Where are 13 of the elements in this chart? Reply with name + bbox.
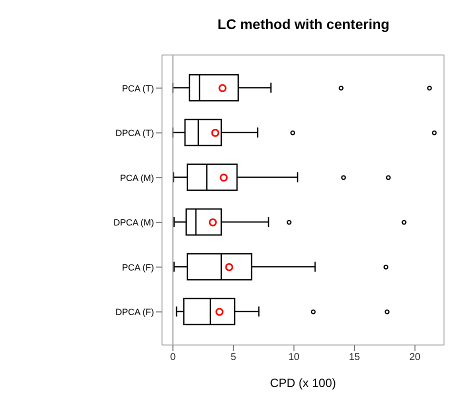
y-tick-label: DPCA (T) xyxy=(115,128,154,138)
x-tick-label: 20 xyxy=(409,352,421,364)
x-axis-title: CPD (x 100) xyxy=(270,376,336,390)
x-tick-label: 0 xyxy=(170,352,176,364)
x-tick-label: 10 xyxy=(288,352,300,364)
x-tick-label: 5 xyxy=(230,352,237,364)
chart-title: LC method with centering xyxy=(216,16,390,32)
y-tick-label: PCA (F) xyxy=(122,262,154,272)
y-tick-label: PCA (T) xyxy=(122,83,154,94)
y-tick-label: DPCA (M) xyxy=(114,218,154,228)
y-tick-label: DPCA (F) xyxy=(115,307,154,318)
x-tick-label: 15 xyxy=(348,352,360,364)
y-tick-label: PCA (M) xyxy=(120,172,154,183)
